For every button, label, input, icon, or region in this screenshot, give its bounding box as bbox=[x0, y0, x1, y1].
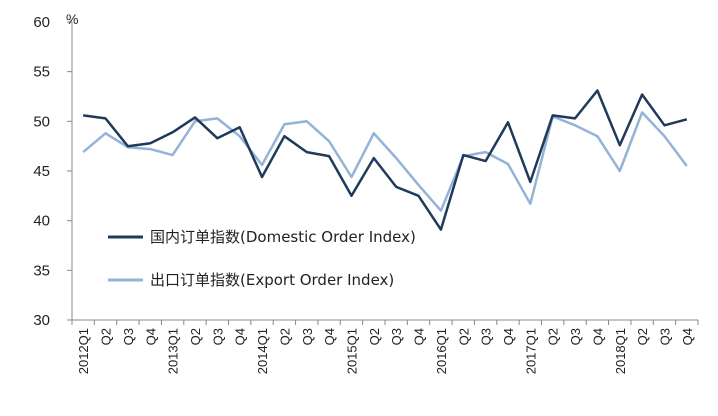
y-tick-label: 30 bbox=[33, 312, 50, 329]
x-tick-label: Q2 bbox=[99, 328, 114, 345]
x-tick-label: Q3 bbox=[300, 328, 315, 345]
x-tick-label: Q4 bbox=[143, 328, 158, 345]
x-tick-label: Q2 bbox=[277, 328, 292, 345]
x-tick-label: 2016Q1 bbox=[434, 328, 449, 374]
x-tick-label: Q2 bbox=[635, 328, 650, 345]
x-tick-label: 2017Q1 bbox=[523, 328, 538, 374]
series-line-0 bbox=[83, 89, 688, 231]
x-tick-label: Q3 bbox=[121, 328, 136, 345]
x-tick-label: Q2 bbox=[456, 328, 471, 345]
legend-label-0: 国内订单指数(Domestic Order Index) bbox=[150, 228, 416, 246]
x-tick-label: Q4 bbox=[501, 328, 516, 345]
y-tick-label: 50 bbox=[33, 113, 50, 130]
x-tick-label: Q3 bbox=[479, 328, 494, 345]
y-tick-label: 35 bbox=[33, 262, 50, 279]
y-unit-label: % bbox=[66, 11, 78, 27]
x-tick-label: Q4 bbox=[590, 328, 605, 345]
x-tick-labels: 2012Q1 Q2 Q3 Q4 2013Q1 Q2 Q3 Q4 2014Q1 Q2 Q3 Q4 2015… bbox=[76, 328, 695, 374]
x-tick-label: Q4 bbox=[680, 328, 695, 345]
x-tick-label: Q3 bbox=[568, 328, 583, 345]
x-tick-label: 2014Q1 bbox=[255, 328, 270, 374]
x-tick-label: Q3 bbox=[210, 328, 225, 345]
axes bbox=[67, 21, 699, 325]
y-tick-labels: 30 35 40 45 50 55 60 bbox=[33, 14, 50, 329]
x-tick-label: Q4 bbox=[412, 328, 427, 345]
x-tick-label: 2015Q1 bbox=[344, 328, 359, 374]
x-tick-label: 2018Q1 bbox=[613, 328, 628, 374]
legend: 国内订单指数(Domestic Order Index) 出口订单指数(Expor… bbox=[108, 228, 416, 289]
x-tick-label: 2012Q1 bbox=[76, 328, 91, 374]
y-tick-label: 55 bbox=[33, 64, 50, 81]
x-tick-label: Q2 bbox=[367, 328, 382, 345]
x-tick-label: Q3 bbox=[657, 328, 672, 345]
y-tick-label: 45 bbox=[33, 163, 50, 180]
series-lines bbox=[82, 89, 688, 231]
y-tick-label: 40 bbox=[33, 213, 50, 230]
x-tick-label: Q2 bbox=[188, 328, 203, 345]
x-tick-label: 2013Q1 bbox=[166, 328, 181, 374]
series-line-1 bbox=[82, 111, 688, 212]
x-tick-label: Q4 bbox=[322, 328, 337, 345]
legend-label-1: 出口订单指数(Export Order Index) bbox=[150, 271, 394, 289]
x-tick-label: Q3 bbox=[389, 328, 404, 345]
x-tick-label: Q2 bbox=[546, 328, 561, 345]
x-tick-label: Q4 bbox=[233, 328, 248, 345]
y-tick-label: 60 bbox=[33, 14, 50, 31]
